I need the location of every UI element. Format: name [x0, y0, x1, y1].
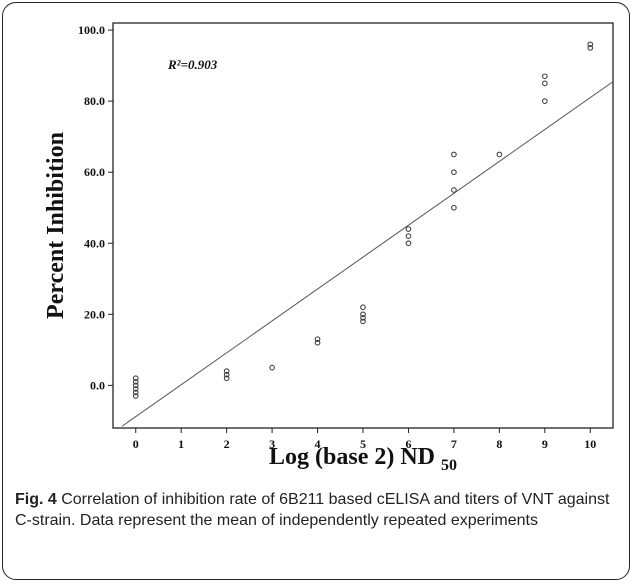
data-point	[269, 364, 275, 371]
x-tick-label: 2	[224, 437, 230, 451]
data-point	[132, 393, 139, 399]
data-point	[223, 371, 230, 378]
data-point	[132, 386, 139, 392]
x-tick-label: 0	[133, 437, 139, 451]
data-point	[587, 41, 594, 48]
x-axis-title: Log (base 2) ND 50	[269, 444, 457, 474]
plot-area-border	[112, 22, 614, 429]
x-tick-label: 8	[496, 437, 502, 451]
y-tick-label: 80.0	[84, 94, 105, 108]
data-point	[132, 375, 139, 382]
y-tick-label: 60.0	[84, 165, 105, 179]
data-point	[132, 389, 139, 396]
data-point	[132, 382, 139, 389]
x-tick-label: 6	[405, 437, 411, 451]
data-point	[405, 233, 412, 240]
y-axis-title: Percent Inhibition	[43, 132, 69, 319]
x-tick-label: 7	[451, 437, 457, 451]
data-point	[541, 98, 548, 105]
x-tick-label: 5	[360, 437, 366, 451]
y-tick-label: 20.0	[84, 307, 105, 321]
data-point	[314, 336, 321, 343]
figure-caption: Fig. 4 Correlation of inhibition rate of…	[15, 489, 621, 531]
data-point	[314, 339, 321, 346]
regression-line	[121, 81, 614, 427]
r-squared-annotation: R²=0.903	[167, 57, 218, 72]
data-point	[360, 304, 366, 311]
y-tick-label: 100.0	[78, 23, 105, 37]
data-point	[405, 240, 412, 247]
data-point	[405, 226, 412, 232]
data-point	[223, 368, 230, 375]
data-point	[451, 151, 457, 158]
data-point	[541, 80, 548, 87]
x-axis-title-subscript: 50	[441, 457, 457, 474]
data-points	[132, 41, 594, 399]
figure-label: Fig. 4	[15, 491, 57, 508]
x-tick-label: 9	[542, 437, 548, 451]
figure-caption-text: Correlation of inhibition rate of 6B211 …	[15, 491, 610, 529]
data-point	[360, 318, 366, 325]
x-tick-label: 3	[269, 437, 275, 451]
data-point	[496, 151, 503, 158]
regression-line-group	[121, 81, 614, 427]
x-tick-label: 10	[584, 437, 596, 451]
y-tick-label: 40.0	[84, 236, 105, 250]
x-tick-label: 4	[315, 437, 321, 451]
data-point	[451, 204, 457, 211]
data-point	[451, 169, 457, 176]
data-point	[587, 45, 594, 51]
data-point	[451, 187, 457, 193]
data-point	[360, 311, 366, 318]
data-point	[132, 378, 139, 385]
x-axis-ticks: 0 1 2 3 4 5 6 7 8 9 10	[133, 428, 596, 451]
data-point	[541, 73, 548, 80]
y-axis-ticks: 0.0 20.0 40.0 60.0 80.0 100.0	[78, 23, 113, 392]
plot-frame	[112, 22, 614, 429]
x-tick-label: 1	[178, 437, 184, 451]
data-point	[360, 315, 366, 321]
x-axis-title-main: Log (base 2) ND	[269, 444, 435, 470]
y-tick-label: 0.0	[90, 378, 105, 392]
scatter-chart: 0 1 2 3 4 5 6 7 8 9 10 0.0 20.0 40.0 60.0 80.0 100.0 R²…	[43, 22, 614, 474]
data-point	[223, 375, 230, 382]
